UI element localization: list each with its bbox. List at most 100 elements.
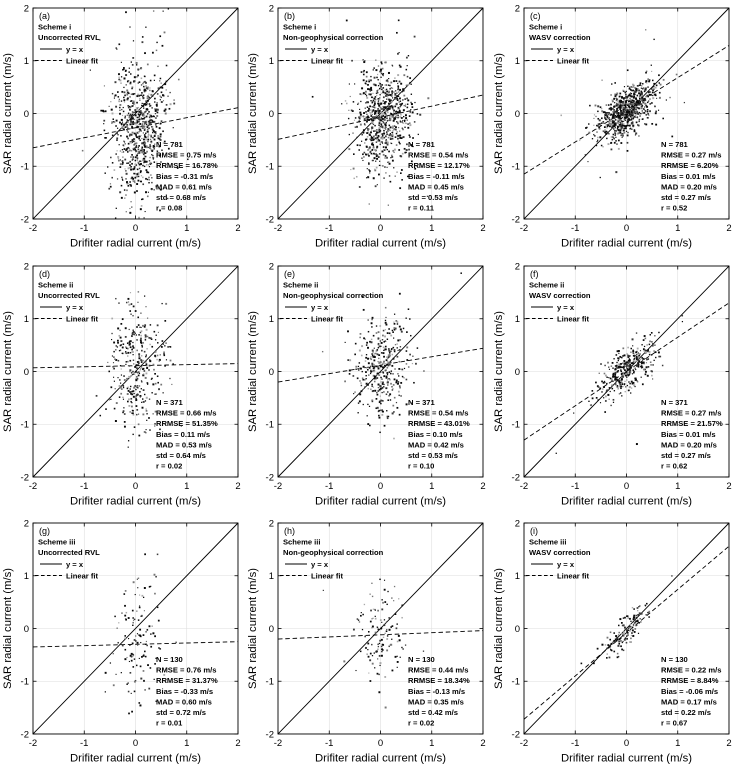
grid: [523, 265, 729, 477]
scatter-points: [95, 290, 182, 448]
x-tick-label: 2: [726, 481, 731, 492]
y-tick-label: 1: [514, 56, 519, 67]
legend-identity-label: y = x: [66, 45, 84, 54]
y-tick-label: 0: [269, 109, 274, 120]
legend-identity-label: y = x: [311, 560, 329, 569]
y-tick-label: 0: [514, 624, 519, 635]
x-tick-label: -2: [274, 223, 282, 234]
stats-line: std = 0.72 m/s: [156, 708, 206, 717]
stats-line: MAD = 0.17 m/s: [661, 698, 717, 707]
y-axis-label: SAR radial current (m/s): [247, 310, 259, 431]
y-tick-label: 2: [514, 261, 519, 272]
identity-line: [523, 523, 729, 735]
y-tick-label: 1: [24, 571, 29, 582]
x-tick-label: -1: [325, 738, 333, 749]
stats-line: Bias = 0.10 m/s: [408, 429, 463, 438]
x-axis-label: Drifiter radial current (m/s): [70, 753, 201, 765]
tick-marks: [32, 265, 239, 478]
x-tick-label: -2: [519, 481, 527, 492]
linear-fit-line: [278, 630, 484, 640]
tick-labels: -2-2 -1 -1 0 0 1 1 2 2: [266, 519, 486, 750]
tick-marks: [277, 7, 484, 220]
x-tick-label: -2: [29, 223, 37, 234]
x-tick-label: 2: [481, 481, 486, 492]
panel-letter: (a): [39, 11, 50, 21]
linear-fit-line: [278, 347, 484, 383]
panel-letter: (d): [39, 269, 50, 279]
y-tick-label: 2: [269, 3, 274, 14]
tick-marks: [523, 522, 730, 735]
x-tick-label: -1: [571, 738, 579, 749]
legend-identity-label: y = x: [557, 560, 575, 569]
tick-marks: [32, 7, 239, 220]
tick-labels: -2-2 -1 -1 0 0 1 1 2 2: [21, 3, 241, 234]
stats-line: RMSE = 0.27 m/s: [661, 151, 721, 160]
linear-fit-line: [523, 45, 729, 175]
y-tick-label: -2: [511, 730, 519, 741]
y-tick-label: -2: [511, 472, 519, 483]
stats-line: N = 371: [408, 398, 435, 407]
x-tick-label: -2: [29, 481, 37, 492]
tick-marks: [277, 522, 484, 735]
x-tick-label: 0: [378, 481, 383, 492]
scatter-points: [322, 272, 463, 439]
x-tick-label: -2: [29, 738, 37, 749]
scatter-panel-a: (a) Scheme i Uncorrected RVL y = x Linear fi…: [0, 0, 246, 258]
legend-fit-label: Linear fit: [557, 314, 589, 323]
y-tick-label: -2: [21, 730, 29, 741]
y-tick-label: 2: [269, 261, 274, 272]
correction-label: Non-geophysical correction: [283, 33, 384, 42]
stats-line: MAD = 0.20 m/s: [661, 440, 717, 449]
y-tick-label: 2: [269, 519, 274, 530]
stats-line: RRMSE = 8.84%: [661, 677, 719, 686]
tick-labels: -2-2 -1 -1 0 0 1 1 2 2: [266, 261, 486, 492]
legend: y = x Linear fit: [525, 303, 589, 323]
stats-line: r = 0.02: [408, 719, 434, 728]
stats-line: r = 0.67: [661, 719, 687, 728]
x-tick-label: 0: [378, 223, 383, 234]
x-tick-label: 0: [133, 481, 138, 492]
y-axis-label: SAR radial current (m/s): [493, 310, 505, 431]
x-tick-label: -2: [274, 481, 282, 492]
stats-line: N = 781: [661, 140, 688, 149]
y-axis-label: SAR radial current (m/s): [493, 568, 505, 689]
legend-fit-label: Linear fit: [557, 56, 589, 65]
legend: y = x Linear fit: [525, 45, 589, 65]
stats-line: N = 371: [661, 398, 688, 407]
y-axis-label: SAR radial current (m/s): [247, 53, 259, 174]
x-tick-label: 1: [675, 223, 680, 234]
stats-line: RMSE = 0.27 m/s: [661, 408, 721, 417]
tick-marks: [523, 265, 730, 478]
legend-identity-label: y = x: [66, 560, 84, 569]
x-tick-label: 0: [624, 223, 629, 234]
x-tick-label: -1: [571, 223, 579, 234]
scheme-label: Scheme iii: [283, 538, 320, 547]
x-tick-label: 1: [429, 223, 434, 234]
scheme-label: Scheme iii: [38, 538, 75, 547]
scatter-points: [555, 314, 683, 454]
x-axis-label: Drifiter radial current (m/s): [70, 495, 201, 507]
correction-label: WASV correction: [529, 291, 591, 300]
x-tick-label: 2: [235, 738, 240, 749]
y-tick-label: -1: [511, 677, 519, 688]
tick-labels: -2-2 -1 -1 0 0 1 1 2 2: [511, 519, 731, 750]
scheme-label: Scheme ii: [283, 280, 318, 289]
x-axis-label: Drifiter radial current (m/s): [70, 237, 201, 249]
scatter-plot-svg: (a)Scheme i Uncorrected RVL y = x Linear fi…: [0, 0, 246, 258]
x-tick-label: 1: [184, 223, 189, 234]
y-tick-label: -1: [21, 419, 29, 430]
x-tick-label: 2: [481, 738, 486, 749]
stats-line: Bias = 0.01 m/s: [661, 172, 716, 181]
stats-line: r = 0.62: [661, 461, 687, 470]
y-axis-label: SAR radial current (m/s): [2, 310, 14, 431]
stats-line: Bias = 0.11 m/s: [156, 429, 210, 438]
scheme-label: Scheme iii: [529, 538, 567, 547]
y-tick-label: 2: [514, 519, 519, 530]
x-tick-label: -1: [80, 481, 88, 492]
x-tick-label: -1: [80, 223, 88, 234]
scheme-label: Scheme ii: [529, 280, 564, 289]
